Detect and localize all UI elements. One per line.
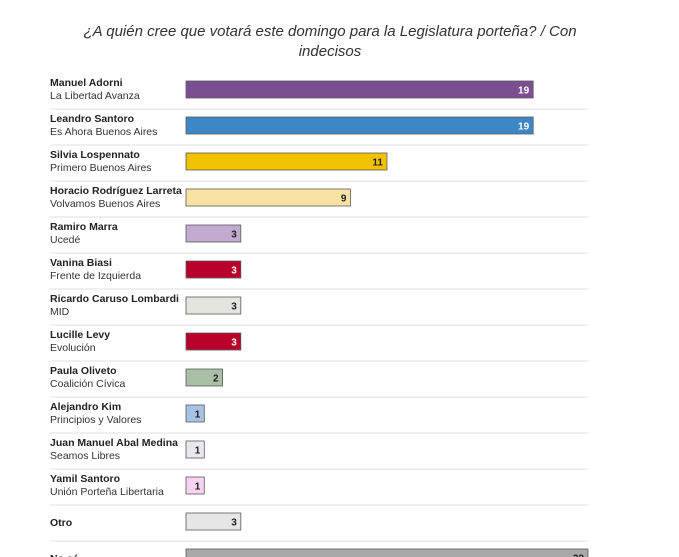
party-name: Ucedé: [50, 234, 81, 246]
party-name: Frente de Izquierda: [50, 270, 141, 282]
value-label: 19: [518, 86, 530, 97]
value-label: 22: [573, 554, 585, 557]
candidate-name: Otro: [50, 517, 72, 529]
value-label: 3: [231, 230, 237, 241]
candidate-name: No sé: [50, 553, 79, 557]
value-label: 1: [195, 446, 201, 457]
value-label: 1: [195, 482, 201, 493]
value-label: 19: [518, 122, 530, 133]
bar: [185, 440, 205, 459]
bar: [185, 152, 388, 171]
party-name: Evolución: [50, 342, 96, 354]
party-name: Principios y Valores: [50, 414, 141, 426]
candidate-name: Alejandro Kim: [50, 401, 121, 413]
value-label: 9: [341, 194, 347, 205]
candidate-name: Leandro Santoro: [50, 113, 134, 125]
candidate-name: Ramiro Marra: [50, 221, 118, 233]
bar: [185, 80, 534, 99]
candidate-name: Ricardo Caruso Lombardi: [50, 293, 179, 305]
bar: [185, 116, 534, 135]
candidate-name: Manuel Adorni: [50, 77, 123, 89]
value-label: 11: [372, 158, 383, 169]
bar: [185, 512, 242, 531]
candidate-name: Juan Manuel Abal Medina: [50, 437, 178, 449]
value-label: 1: [195, 410, 201, 421]
candidate-name: Vanina Biasi: [50, 257, 112, 269]
bar: [185, 548, 589, 557]
party-name: Volvamos Buenos Aires: [50, 198, 160, 210]
chart-title: ¿A quién cree que votará este domingo pa…: [83, 23, 577, 60]
party-name: MID: [50, 306, 70, 318]
candidate-name: Paula Oliveto: [50, 365, 117, 377]
bar: [185, 368, 223, 387]
bar: [185, 296, 242, 315]
party-name: Unión Porteña Libertaria: [50, 486, 164, 498]
bar: [185, 404, 205, 423]
value-label: 3: [231, 518, 237, 529]
party-name: Seamos Libres: [50, 450, 120, 462]
value-label: 3: [231, 266, 237, 277]
party-name: Primero Buenos Aires: [50, 162, 152, 174]
party-name: Es Ahora Buenos Aires: [50, 126, 157, 138]
bar: [185, 224, 242, 243]
candidate-name: Horacio Rodríguez Larreta: [50, 185, 182, 197]
party-name: La Libertad Avanza: [50, 90, 140, 102]
bar: [185, 332, 242, 351]
value-label: 2: [213, 374, 219, 385]
value-label: 3: [231, 302, 237, 313]
bar: [185, 188, 351, 207]
candidate-name: Silvia Lospennato: [50, 149, 140, 161]
candidate-name: Yamil Santoro: [50, 473, 120, 485]
bar: [185, 476, 205, 495]
bar: [185, 260, 242, 279]
candidate-name: Lucille Levy: [50, 329, 110, 341]
party-name: Coalición Cívica: [50, 378, 125, 390]
value-label: 3: [231, 338, 237, 349]
